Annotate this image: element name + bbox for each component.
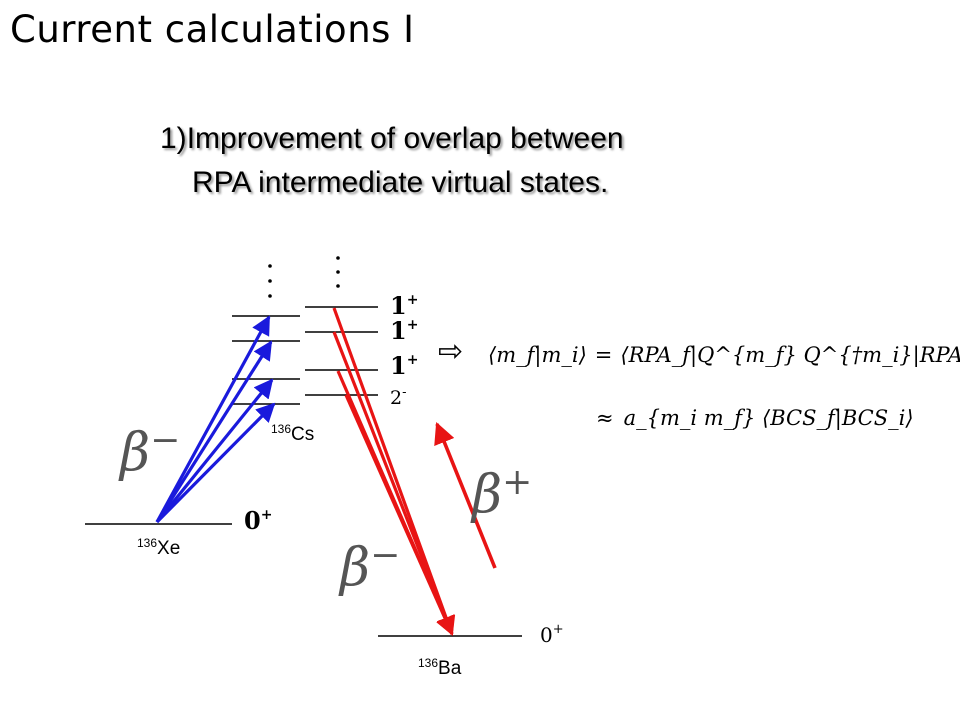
beta-plus-arrow (434, 421, 497, 569)
beta-minus-arrows-cs-ba (332, 307, 456, 636)
cs-nucleus-label: 136Cs (271, 422, 314, 445)
beta-minus-arrows-xe-cs (155, 315, 276, 524)
cs-state-4-label: 2- (390, 385, 407, 409)
equation-line-1: ⟨m_f|m_i⟩ = ⟨RPA_f|Q^{m_f} Q^{†m_i}|RPA_i⟩ (488, 343, 960, 368)
continuation-dots-left (268, 264, 272, 298)
ba-ground-spin-label: 0+ (540, 622, 564, 647)
beta-minus-symbol-right: β− (338, 535, 400, 598)
cs-state-3-label: 1+ (390, 351, 418, 380)
slide-title: Current calculations I (10, 8, 415, 51)
subtitle-line-2: RPA intermediate virtual states. (192, 166, 609, 199)
equation-line-2-approx: ≈ (596, 406, 614, 430)
subtitle-text-1: Improvement of overlap between (186, 122, 624, 155)
equation-line-1-rhs: ⟨RPA_f|Q^{m_f} Q^{†m_i}|RPA_i⟩ (620, 343, 960, 368)
equation-line-2-rhs: a_{m_i m_f} ⟨BCS_f|BCS_i⟩ (624, 406, 914, 431)
equation-line-2: ≈ a_{m_i m_f} ⟨BCS_f|BCS_i⟩ (596, 406, 914, 431)
equation-line-1-lhs: ⟨m_f|m_i⟩ (488, 343, 587, 368)
beta-minus-symbol-left: β− (118, 420, 180, 483)
implies-arrow-icon: ⇨ (438, 335, 463, 368)
xe-nucleus-label: 136Xe (137, 536, 180, 559)
subtitle-line-1: 1)Improvement of overlap between (160, 122, 624, 156)
subtitle-number: 1) (160, 122, 187, 155)
ba-nucleus-label: 136Ba (418, 656, 462, 679)
beta-plus-symbol: β+ (470, 462, 532, 525)
equation-line-1-equals: = (595, 343, 613, 367)
cs-state-2-label: 1+ (390, 316, 418, 345)
continuation-dots-right (336, 256, 340, 288)
cs-state-1-label: 1+ (390, 291, 418, 320)
xe-ground-spin-label: 0+ (244, 506, 272, 535)
